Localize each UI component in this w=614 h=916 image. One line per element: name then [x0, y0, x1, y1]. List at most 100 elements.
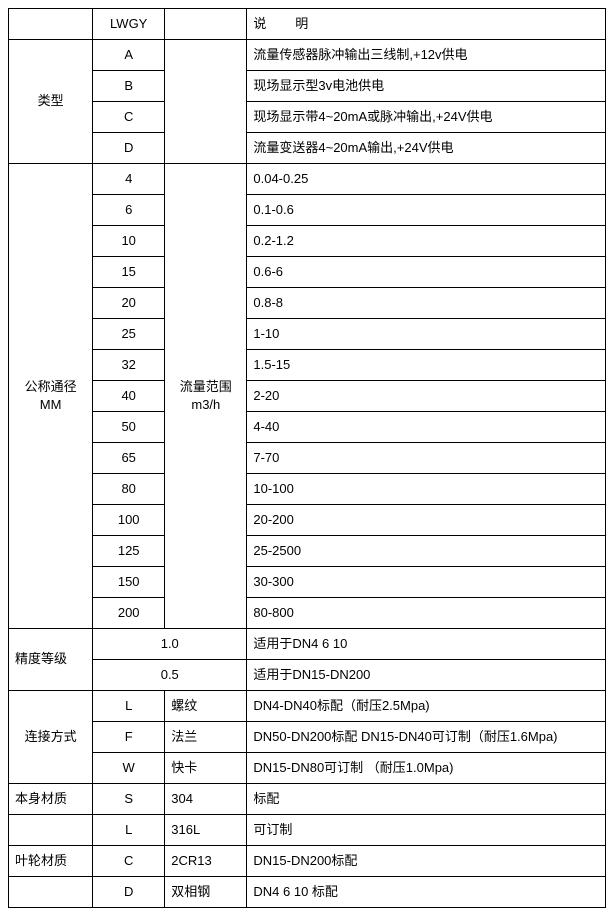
accuracy-value: 0.5	[93, 660, 247, 691]
impeller-name: 2CR13	[165, 846, 247, 877]
diameter-range: 1-10	[247, 319, 606, 350]
body-name: 304	[165, 784, 247, 815]
diameter-range: 0.2-1.2	[247, 226, 606, 257]
type-code: A	[93, 40, 165, 71]
type-blank	[165, 40, 247, 164]
diameter-label: 公称通径MM	[9, 164, 93, 629]
diameter-dn: 200	[93, 598, 165, 629]
diameter-range: 30-300	[247, 567, 606, 598]
diameter-label-1: 公称通径	[15, 378, 86, 396]
desc-char2: 明	[295, 16, 308, 31]
impeller-code: D	[93, 877, 165, 908]
diameter-range: 2-20	[247, 381, 606, 412]
diameter-dn: 125	[93, 536, 165, 567]
table-row: 32 1.5-15	[9, 350, 606, 381]
type-desc: 现场显示带4~20mA或脉冲输出,+24V供电	[247, 102, 606, 133]
diameter-range: 7-70	[247, 443, 606, 474]
body-code: L	[93, 815, 165, 846]
range-label-1: 流量范围	[171, 378, 240, 396]
connection-name: 螺纹	[165, 691, 247, 722]
table-row: D 流量变送器4~20mA输出,+24V供电	[9, 133, 606, 164]
table-row: 连接方式L螺纹DN4-DN40标配（耐压2.5Mpa)	[9, 691, 606, 722]
table-row: 80 10-100	[9, 474, 606, 505]
table-row: 150 30-300	[9, 567, 606, 598]
table-row: 6 0.1-0.6	[9, 195, 606, 226]
diameter-range: 0.8-8	[247, 288, 606, 319]
desc-char1: 说	[253, 16, 266, 31]
table-row: W快卡DN15-DN80可订制 （耐压1.0Mpa)	[9, 753, 606, 784]
impeller-desc: DN4 6 10 标配	[247, 877, 606, 908]
type-code: C	[93, 102, 165, 133]
impeller-name: 双相钢	[165, 877, 247, 908]
diameter-range: 1.5-15	[247, 350, 606, 381]
table-row: 125 25-2500	[9, 536, 606, 567]
connection-label: 连接方式	[9, 691, 93, 784]
impeller-label: 叶轮材质	[9, 846, 93, 877]
accuracy-value: 1.0	[93, 629, 247, 660]
diameter-dn: 50	[93, 412, 165, 443]
diameter-dn: 20	[93, 288, 165, 319]
impeller-code: C	[93, 846, 165, 877]
diameter-range: 20-200	[247, 505, 606, 536]
connection-desc: DN4-DN40标配（耐压2.5Mpa)	[247, 691, 606, 722]
diameter-dn: 32	[93, 350, 165, 381]
table-row: 10 0.2-1.2	[9, 226, 606, 257]
table-row: 0.5适用于DN15-DN200	[9, 660, 606, 691]
table-row: 精度等级1.0适用于DN4 6 10	[9, 629, 606, 660]
diameter-range: 0.1-0.6	[247, 195, 606, 226]
diameter-range: 0.04-0.25	[247, 164, 606, 195]
body-desc: 标配	[247, 784, 606, 815]
connection-code: L	[93, 691, 165, 722]
diameter-range: 25-2500	[247, 536, 606, 567]
table-row: 公称通径MM4流量范围m3/h0.04-0.25	[9, 164, 606, 195]
accuracy-desc: 适用于DN15-DN200	[247, 660, 606, 691]
table-row: 100 20-200	[9, 505, 606, 536]
type-desc: 现场显示型3v电池供电	[247, 71, 606, 102]
table-row: 15 0.6-6	[9, 257, 606, 288]
connection-code: F	[93, 722, 165, 753]
blank-cell	[165, 9, 247, 40]
accuracy-desc: 适用于DN4 6 10	[247, 629, 606, 660]
table-row: C 现场显示带4~20mA或脉冲输出,+24V供电	[9, 102, 606, 133]
type-code: B	[93, 71, 165, 102]
diameter-dn: 4	[93, 164, 165, 195]
table-row: 251-10	[9, 319, 606, 350]
type-label: 类型	[9, 40, 93, 164]
table-row: 类型A流量传感器脉冲输出三线制,+12v供电	[9, 40, 606, 71]
type-desc: 流量变送器4~20mA输出,+24V供电	[247, 133, 606, 164]
diameter-dn: 15	[93, 257, 165, 288]
table-row: 65 7-70	[9, 443, 606, 474]
body-name: 316L	[165, 815, 247, 846]
type-code: D	[93, 133, 165, 164]
diameter-range: 10-100	[247, 474, 606, 505]
diameter-dn: 6	[93, 195, 165, 226]
connection-code: W	[93, 753, 165, 784]
table-row: B 现场显示型3v电池供电	[9, 71, 606, 102]
body-desc: 可订制	[247, 815, 606, 846]
table-row: LWGY说 明	[9, 9, 606, 40]
table-row: 本身材质S304标配	[9, 784, 606, 815]
spec-table: LWGY说 明类型A 流量传感器脉冲输出三线制,+12v供电 B 现场显示型3v电池供…	[8, 8, 606, 908]
diameter-dn: 65	[93, 443, 165, 474]
range-label: 流量范围m3/h	[165, 164, 247, 629]
diameter-range: 4-40	[247, 412, 606, 443]
body-label: 本身材质	[9, 784, 93, 815]
impeller-desc: DN15-DN200标配	[247, 846, 606, 877]
connection-name: 法兰	[165, 722, 247, 753]
diameter-dn: 40	[93, 381, 165, 412]
diameter-dn: 10	[93, 226, 165, 257]
table-row: 叶轮材质C2CR13DN15-DN200标配	[9, 846, 606, 877]
diameter-range: 0.6-6	[247, 257, 606, 288]
body-code: S	[93, 784, 165, 815]
diameter-label-2: MM	[15, 396, 86, 414]
diameter-dn: 150	[93, 567, 165, 598]
table-row: 50 4-40	[9, 412, 606, 443]
blank-cell	[9, 815, 93, 846]
diameter-dn: 100	[93, 505, 165, 536]
blank-cell	[9, 9, 93, 40]
table-row: F法兰DN50-DN200标配 DN15-DN40可订制（耐压1.6Mpa)	[9, 722, 606, 753]
type-desc: 流量传感器脉冲输出三线制,+12v供电	[247, 40, 606, 71]
connection-desc: DN50-DN200标配 DN15-DN40可订制（耐压1.6Mpa)	[247, 722, 606, 753]
diameter-dn: 80	[93, 474, 165, 505]
connection-name: 快卡	[165, 753, 247, 784]
